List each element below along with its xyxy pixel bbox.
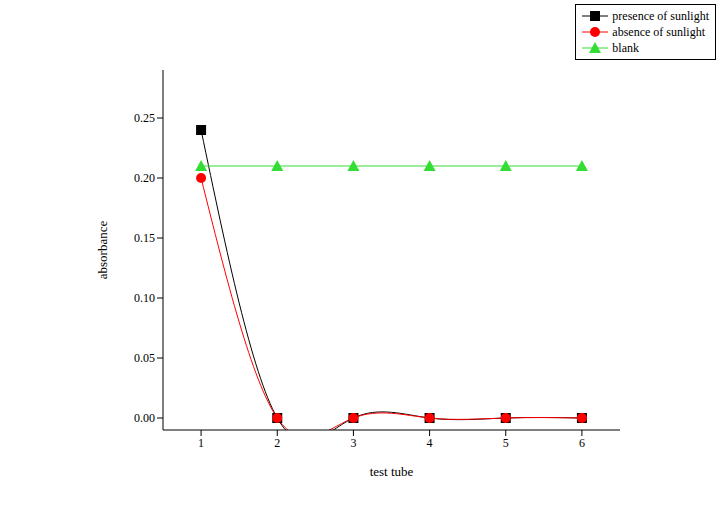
- svg-text:0.10: 0.10: [134, 291, 155, 305]
- html-text:absence of sunlight: absence of sunlight: [612, 25, 705, 39]
- svg-text:0.05: 0.05: [134, 351, 155, 365]
- svg-text:0.25: 0.25: [134, 111, 155, 125]
- svg-text:0.20: 0.20: [134, 171, 155, 185]
- svg-text:3: 3: [350, 436, 356, 450]
- html-text:presence of sunlight: presence of sunlight: [612, 9, 709, 23]
- svg-text:5: 5: [503, 436, 509, 450]
- svg-text:4: 4: [427, 436, 433, 450]
- svg-text:1: 1: [198, 436, 204, 450]
- svg-text:0.15: 0.15: [134, 231, 155, 245]
- svg-text:6: 6: [579, 436, 585, 450]
- html-text:blank: blank: [612, 41, 639, 55]
- svg-text:absorbance: absorbance: [95, 221, 110, 280]
- svg-text:0.00: 0.00: [134, 411, 155, 425]
- svg-text:test tube: test tube: [370, 464, 414, 479]
- svg-text:2: 2: [274, 436, 280, 450]
